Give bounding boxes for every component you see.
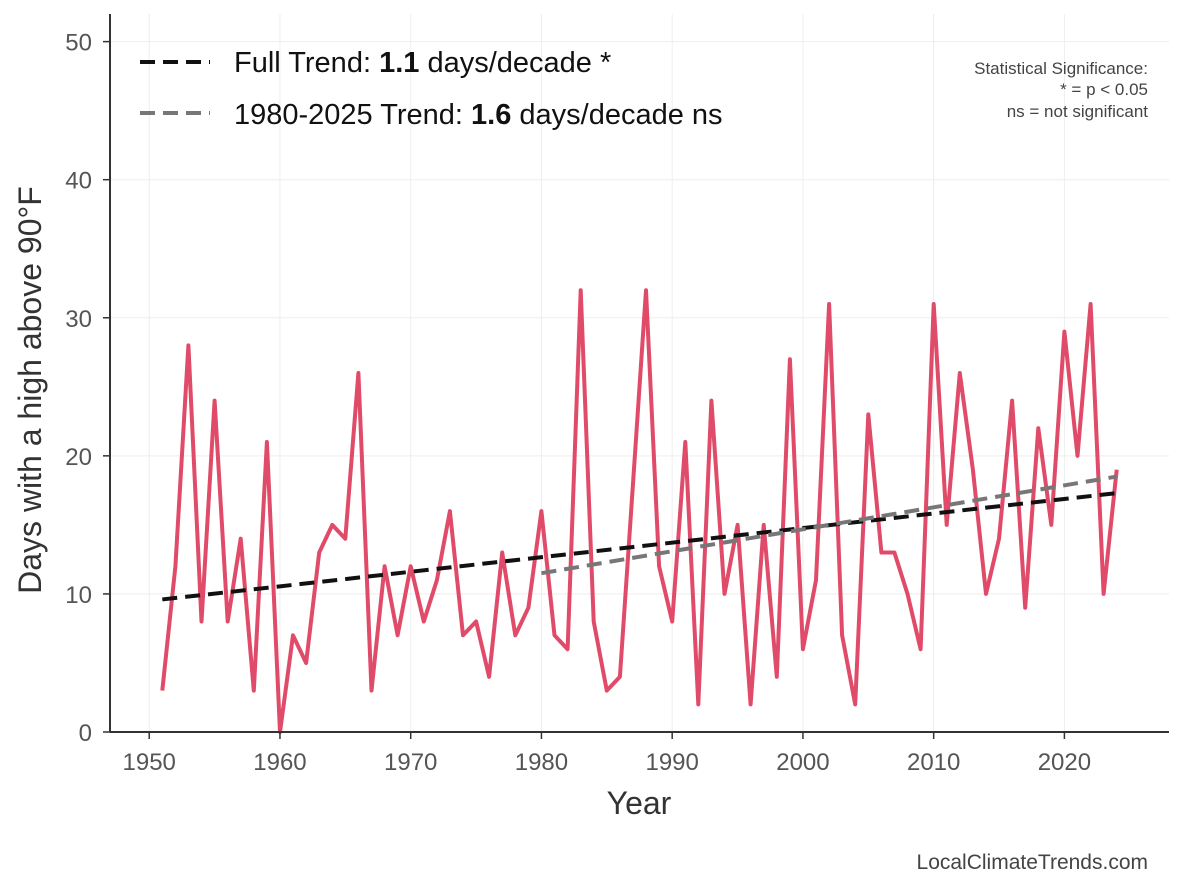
x-tick-label: 2010 [907,749,960,776]
x-tick-label: 1990 [645,749,698,776]
x-axis-title: Year [607,785,672,821]
y-tick-label: 20 [65,444,92,471]
y-tick-label: 40 [65,168,92,195]
legend-recent-trend-value: 1.6 [471,99,511,131]
x-tick-label: 2000 [776,749,829,776]
credit-text: LocalClimateTrends.com [917,851,1148,874]
legend-full-trend-prefix: Full Trend: [234,47,379,79]
ticks: 1950 1960 1970 1980 1990 2000 2010 2020 0 10 20 30 4… [65,30,1091,776]
legend-full-trend-value: 1.1 [379,47,419,79]
legend-recent-trend-prefix: 1980-2025 Trend: [234,99,471,131]
legend-entry-full-trend: Full Trend: 1.1 days/decade * [234,47,611,79]
legend-entry-recent-trend: 1980-2025 Trend: 1.6 days/decade ns [234,99,723,131]
y-tick-label: 10 [65,582,92,609]
significance-note: Statistical Significance: * = p < 0.05 n… [974,59,1148,121]
x-tick-label: 1980 [515,749,568,776]
y-axis-title: Days with a high above 90°F [12,186,48,594]
x-tick-label: 1950 [123,749,176,776]
trend-line-0 [162,491,1117,602]
axes [109,14,1169,733]
significance-line-1: Statistical Significance: [974,59,1148,78]
trend-line-1 [541,474,1118,576]
grid [110,14,1169,733]
x-tick-label: 1970 [384,749,437,776]
legend-full-trend-suffix: days/decade * [419,47,611,79]
legend-recent-trend-suffix: days/decade ns [511,99,722,131]
x-tick-label: 1960 [253,749,306,776]
series-line-0 [160,288,1119,734]
x-tick-label: 2020 [1038,749,1091,776]
significance-line-2: * = p < 0.05 [1060,80,1148,99]
significance-line-3: ns = not significant [1007,102,1149,121]
y-tick-label: 30 [65,306,92,333]
legend: Full Trend: 1.1 days/decade * 1980-2025 … [140,47,723,131]
y-tick-label: 50 [65,30,92,57]
series-layer [160,288,1119,734]
y-tick-label: 0 [79,720,92,747]
